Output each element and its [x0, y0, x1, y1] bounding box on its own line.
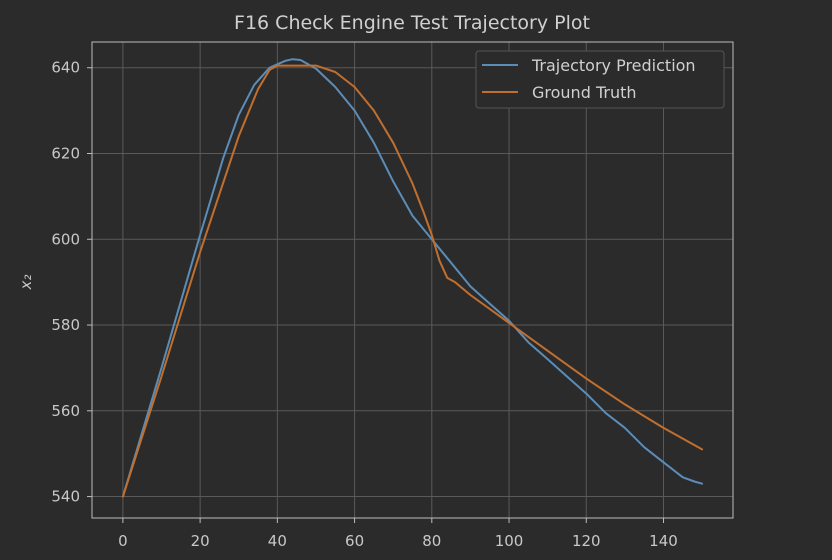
plot-frame [91, 41, 734, 519]
x-tick-label: 20 [191, 532, 210, 550]
x-tick-label: 140 [649, 532, 678, 550]
x-tick-label: 0 [118, 532, 128, 550]
legend-label-trajectory-prediction: Trajectory Prediction [531, 56, 696, 75]
x-tick-label: 80 [422, 532, 441, 550]
y-tick-label: 540 [51, 488, 80, 506]
series-line-ground-truth [121, 64, 704, 498]
series-line-trajectory-prediction [121, 58, 704, 498]
y-tick-label: 580 [51, 316, 80, 334]
x-tick-label: 120 [572, 532, 601, 550]
y-tick-label: 600 [51, 230, 80, 248]
y-tick-label: 620 [51, 144, 80, 162]
grid-lines [92, 42, 733, 518]
legend: Trajectory Prediction Ground Truth [475, 50, 725, 109]
axis-ticks: 0 20 40 60 80 100 120 140 540 560 580 600 620 640 [51, 59, 677, 550]
x-tick-label: 40 [268, 532, 287, 550]
series-lines [121, 58, 704, 498]
y-axis-label: x₂ [17, 275, 35, 291]
y-tick-label: 560 [51, 402, 80, 420]
chart-title: F16 Check Engine Test Trajectory Plot [234, 12, 590, 34]
legend-label-ground-truth: Ground Truth [532, 83, 637, 102]
x-tick-label: 100 [495, 532, 524, 550]
legend-box [475, 50, 725, 109]
x-tick-label: 60 [345, 532, 364, 550]
y-tick-label: 640 [51, 59, 80, 77]
